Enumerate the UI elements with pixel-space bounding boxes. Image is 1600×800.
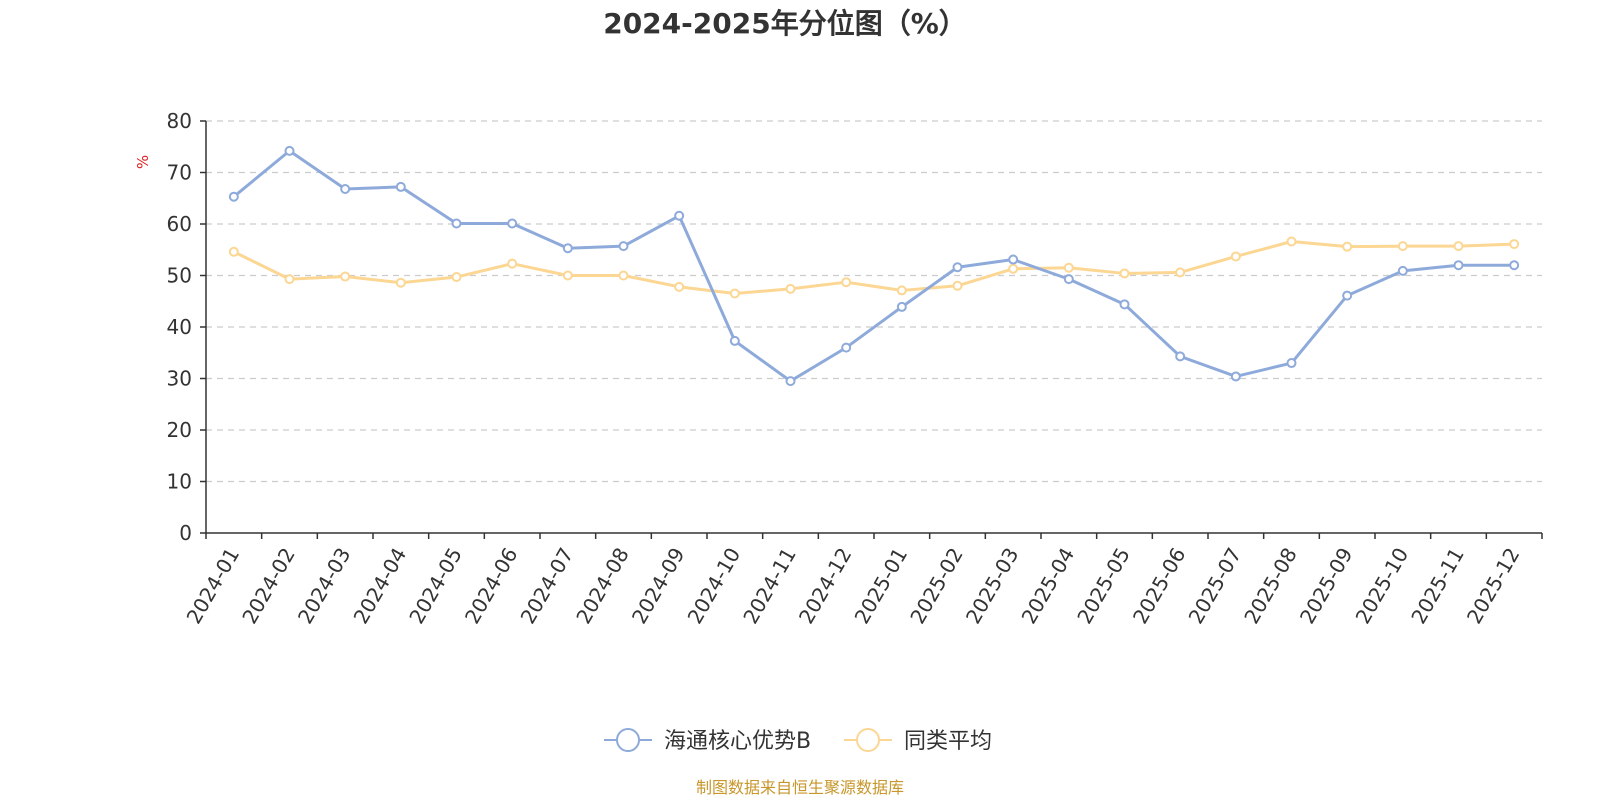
series-1-point[interactable]	[340, 183, 351, 194]
series-2-point[interactable]	[562, 270, 573, 281]
y-tick-label: 80	[167, 109, 192, 133]
y-tick-label: 20	[167, 418, 192, 442]
chart-title: 2024-2025年分位图（%）	[603, 7, 967, 40]
x-tick-label: 2025-04	[1017, 544, 1080, 628]
series-line-1	[232, 149, 1516, 383]
series-2-point[interactable]	[1509, 239, 1520, 250]
x-tick-label: 2025-12	[1462, 544, 1525, 628]
x-tick-label: 2024-09	[627, 544, 690, 628]
legend-circle-icon	[616, 728, 640, 752]
series-1-point[interactable]	[1119, 299, 1130, 310]
x-tick-label: 2024-05	[404, 544, 467, 628]
series-2-point[interactable]	[1119, 268, 1130, 279]
x-tick-label: 2025-08	[1239, 544, 1302, 628]
series-2-point[interactable]	[1286, 236, 1297, 247]
series-2-point[interactable]	[1008, 263, 1019, 274]
series-2-point[interactable]	[1063, 262, 1074, 273]
legend-label: 同类平均	[904, 729, 992, 754]
x-tick-label: 2024-04	[349, 544, 412, 628]
series-2-point[interactable]	[1230, 251, 1241, 262]
series-2-point[interactable]	[451, 272, 462, 283]
series-2-point[interactable]	[284, 274, 295, 285]
series-1-point[interactable]	[1286, 358, 1297, 369]
series-1-point[interactable]	[618, 241, 629, 252]
series-1-point[interactable]	[1175, 351, 1186, 362]
series-1-point[interactable]	[1063, 274, 1074, 285]
series-2-point[interactable]	[729, 288, 740, 299]
series-2-point[interactable]	[228, 246, 239, 257]
legend-item-2[interactable]: 同类平均	[844, 728, 992, 754]
series-2-point[interactable]	[674, 281, 685, 292]
series-1-point[interactable]	[1397, 265, 1408, 276]
series-2-point[interactable]	[395, 277, 406, 288]
source-note: 制图数据来自恒生聚源数据库	[696, 778, 904, 797]
series-1-point[interactable]	[729, 335, 740, 346]
series-2-point[interactable]	[340, 271, 351, 282]
legend-label: 海通核心优势B	[664, 729, 811, 754]
series-1-point[interactable]	[952, 262, 963, 273]
x-tick-label: 2025-11	[1406, 544, 1469, 628]
y-tick-label: 40	[167, 315, 192, 339]
x-tick-label: 2024-02	[237, 544, 300, 628]
legend-circle-icon	[856, 728, 880, 752]
series-lines	[228, 145, 1520, 387]
series-1-point[interactable]	[451, 218, 462, 229]
x-tick-label: 2025-03	[961, 544, 1024, 628]
series-1-point[interactable]	[1509, 260, 1520, 271]
series-2-point[interactable]	[841, 277, 852, 288]
series-1-point[interactable]	[674, 210, 685, 221]
y-tick-label: 0	[179, 521, 192, 545]
x-tick-label: 2024-06	[460, 544, 523, 628]
y-tick-label: 70	[167, 161, 192, 185]
y-tick-label: 30	[167, 367, 192, 391]
x-tick-label: 2024-11	[738, 544, 801, 628]
y-tick-label: 60	[167, 212, 192, 236]
series-1-point[interactable]	[395, 181, 406, 192]
x-tick-label: 2025-06	[1128, 544, 1191, 628]
series-1-point[interactable]	[228, 191, 239, 202]
x-tick-label: 2024-03	[293, 544, 356, 628]
legend-item-1[interactable]: 海通核心优势B	[604, 728, 811, 754]
series-1-point[interactable]	[896, 301, 907, 312]
x-tick-label: 2024-07	[516, 544, 579, 628]
x-tick-label: 2024-10	[683, 544, 746, 628]
x-tick-label: 2024-08	[571, 544, 634, 628]
series-1-point[interactable]	[284, 145, 295, 156]
series-1-point[interactable]	[507, 218, 518, 229]
x-tick-label: 2024-01	[182, 544, 245, 628]
x-tick-label: 2025-07	[1184, 544, 1247, 628]
series-1-point[interactable]	[1230, 371, 1241, 382]
series-2-point[interactable]	[1453, 241, 1464, 252]
series-2-point[interactable]	[952, 280, 963, 291]
series-2-point[interactable]	[785, 283, 796, 294]
series-2-point[interactable]	[618, 270, 629, 281]
y-tick-label: 50	[167, 264, 192, 288]
x-tick-label: 2025-10	[1351, 544, 1414, 628]
series-1-point[interactable]	[1008, 254, 1019, 265]
x-tick-label: 2025-09	[1295, 544, 1358, 628]
series-2-point[interactable]	[507, 258, 518, 269]
series-2-point[interactable]	[1342, 241, 1353, 252]
x-tick-label: 2025-02	[905, 544, 968, 628]
series-1-point[interactable]	[841, 342, 852, 353]
x-tick-label: 2024-12	[794, 544, 857, 628]
series-2-point[interactable]	[896, 285, 907, 296]
series-1-point[interactable]	[1342, 290, 1353, 301]
x-tick-label: 2025-05	[1072, 544, 1135, 628]
series-line-2	[232, 240, 1516, 296]
series-1-point[interactable]	[562, 243, 573, 254]
legend[interactable]: 海通核心优势B 同类平均	[604, 728, 992, 754]
x-tick-label: 2025-01	[850, 544, 913, 628]
series-2-point[interactable]	[1397, 241, 1408, 252]
series-2-point[interactable]	[1175, 267, 1186, 278]
series-1-point[interactable]	[1453, 260, 1464, 271]
series-1-point[interactable]	[785, 376, 796, 387]
y-axis-unit: %	[134, 155, 152, 169]
y-tick-label: 10	[167, 470, 192, 494]
